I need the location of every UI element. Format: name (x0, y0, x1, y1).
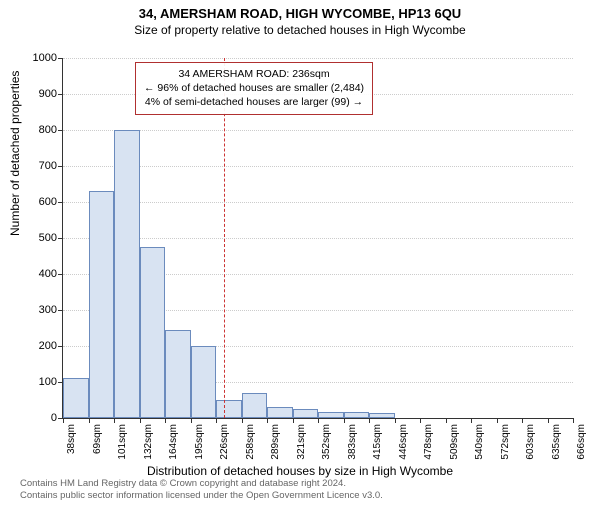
x-tick-label: 101sqm (117, 424, 128, 460)
x-tick-mark (293, 418, 294, 423)
grid-line (63, 202, 573, 203)
y-tick-label: 1000 (17, 52, 63, 64)
x-tick-mark (446, 418, 447, 423)
y-tick-label: 900 (17, 88, 63, 100)
x-tick-mark (395, 418, 396, 423)
x-tick-mark (165, 418, 166, 423)
footer-line-1: Contains HM Land Registry data © Crown c… (20, 478, 383, 490)
grid-line (63, 238, 573, 239)
x-tick-mark (369, 418, 370, 423)
footer-attribution: Contains HM Land Registry data © Crown c… (20, 478, 383, 502)
x-tick-mark (344, 418, 345, 423)
plot-area: 0100200300400500600700800900100038sqm69s… (62, 58, 573, 419)
x-tick-mark (140, 418, 141, 423)
x-tick-mark (497, 418, 498, 423)
x-tick-label: 289sqm (270, 424, 281, 460)
annotation-box: 34 AMERSHAM ROAD: 236sqm ← 96% of detach… (135, 62, 373, 115)
grid-line (63, 58, 573, 59)
x-tick-mark (471, 418, 472, 423)
x-tick-mark (63, 418, 64, 423)
y-tick-label: 200 (17, 340, 63, 352)
y-tick-label: 0 (17, 412, 63, 424)
histogram-bar (267, 407, 293, 418)
histogram-bar (140, 247, 166, 418)
x-tick-label: 226sqm (219, 424, 230, 460)
x-tick-label: 572sqm (500, 424, 511, 460)
histogram-bar (63, 378, 89, 418)
x-tick-mark (573, 418, 574, 423)
y-tick-label: 400 (17, 268, 63, 280)
grid-line (63, 130, 573, 131)
x-tick-mark (420, 418, 421, 423)
chart-title: 34, AMERSHAM ROAD, HIGH WYCOMBE, HP13 6Q… (0, 6, 600, 21)
histogram-bar (216, 400, 242, 418)
x-axis-label: Distribution of detached houses by size … (0, 464, 600, 478)
histogram-bar (344, 412, 370, 418)
histogram-bar (293, 409, 319, 418)
histogram-bar (89, 191, 115, 418)
y-tick-label: 100 (17, 376, 63, 388)
x-tick-label: 603sqm (525, 424, 536, 460)
grid-line (63, 166, 573, 167)
x-tick-label: 258sqm (245, 424, 256, 460)
x-tick-label: 540sqm (474, 424, 485, 460)
x-tick-mark (216, 418, 217, 423)
y-tick-label: 300 (17, 304, 63, 316)
x-tick-label: 164sqm (168, 424, 179, 460)
x-tick-label: 446sqm (398, 424, 409, 460)
x-tick-label: 69sqm (92, 424, 103, 454)
annotation-line-2: ← 96% of detached houses are smaller (2,… (144, 81, 364, 95)
x-tick-label: 666sqm (576, 424, 587, 460)
x-tick-mark (242, 418, 243, 423)
histogram-bar (114, 130, 140, 418)
x-tick-label: 635sqm (551, 424, 562, 460)
x-tick-mark (89, 418, 90, 423)
x-tick-mark (522, 418, 523, 423)
y-tick-label: 800 (17, 124, 63, 136)
x-tick-label: 132sqm (143, 424, 154, 460)
x-tick-label: 321sqm (296, 424, 307, 460)
x-tick-label: 195sqm (194, 424, 205, 460)
x-tick-label: 509sqm (449, 424, 460, 460)
histogram-bar (242, 393, 268, 418)
y-tick-label: 700 (17, 160, 63, 172)
x-tick-mark (548, 418, 549, 423)
chart-container: 34, AMERSHAM ROAD, HIGH WYCOMBE, HP13 6Q… (0, 6, 600, 506)
histogram-bar (369, 413, 395, 418)
histogram-bar (165, 330, 191, 418)
x-tick-label: 38sqm (66, 424, 77, 454)
x-tick-mark (267, 418, 268, 423)
x-tick-label: 352sqm (321, 424, 332, 460)
annotation-line-1: 34 AMERSHAM ROAD: 236sqm (144, 67, 364, 81)
y-tick-label: 600 (17, 196, 63, 208)
x-tick-mark (191, 418, 192, 423)
x-tick-mark (114, 418, 115, 423)
annotation-line-3: 4% of semi-detached houses are larger (9… (144, 95, 364, 109)
x-tick-label: 415sqm (372, 424, 383, 460)
x-tick-label: 383sqm (347, 424, 358, 460)
histogram-bar (318, 412, 344, 418)
x-tick-mark (318, 418, 319, 423)
histogram-bar (191, 346, 217, 418)
chart-subtitle: Size of property relative to detached ho… (0, 23, 600, 37)
footer-line-2: Contains public sector information licen… (20, 490, 383, 502)
x-tick-label: 478sqm (423, 424, 434, 460)
y-tick-label: 500 (17, 232, 63, 244)
